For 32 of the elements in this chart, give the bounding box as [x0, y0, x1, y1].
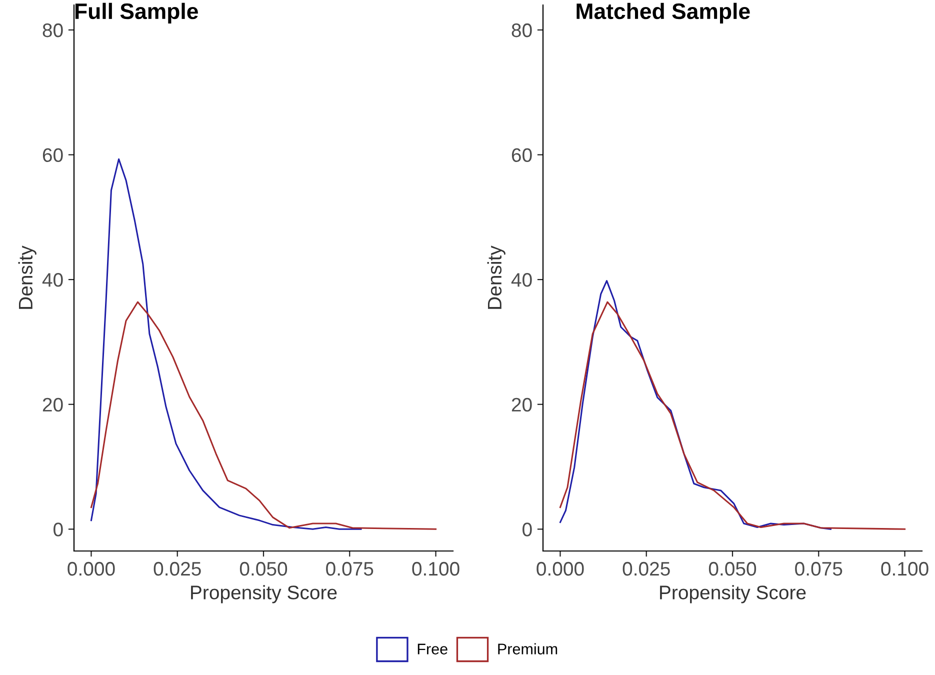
y-tick-label: 60 [512, 148, 532, 162]
x-tick-label: 0.000 [536, 562, 584, 576]
y-tick-label: 60 [42, 148, 63, 162]
y-tick-label: 80 [512, 23, 532, 38]
chart-title: Full Sample [75, 2, 198, 24]
y-tick-label: 0 [54, 522, 63, 536]
line-series [559, 301, 906, 530]
x-tick-label: 0.050 [240, 562, 288, 576]
x-axis-title: Propensity Score [660, 585, 806, 604]
y-axis-title: Density [487, 246, 506, 309]
x-tick-label: 0.100 [881, 562, 928, 576]
line-series [90, 301, 437, 530]
chart-title: Matched Sample [576, 2, 750, 24]
x-tick-label: 0.075 [326, 562, 374, 576]
legend-label: Premium [498, 643, 558, 654]
y-tick-label: 40 [42, 273, 63, 287]
y-tick-label: 0 [522, 522, 532, 536]
x-axis-title: Propensity Score [191, 585, 337, 604]
x-tick-label: 0.025 [622, 562, 670, 576]
x-tick-label: 0.100 [412, 562, 460, 576]
x-tick-label: 0.000 [68, 562, 115, 576]
x-tick-label: 0.025 [154, 562, 201, 576]
x-tick-label: 0.050 [708, 562, 756, 576]
line-series [90, 158, 362, 530]
legend-label: Free [418, 644, 448, 654]
y-tick-label: 80 [42, 23, 63, 38]
x-tick-label: 0.075 [795, 562, 842, 576]
line-series [559, 280, 832, 530]
y-tick-label: 40 [511, 273, 532, 287]
y-axis-title: Density [18, 246, 36, 309]
y-tick-label: 20 [512, 398, 532, 412]
y-tick-label: 20 [42, 398, 63, 412]
